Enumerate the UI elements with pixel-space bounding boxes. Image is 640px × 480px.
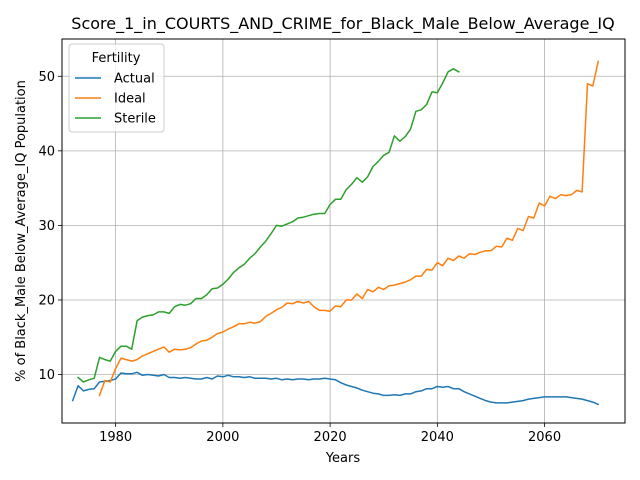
series-line-ideal [98,60,600,397]
legend-title: Fertility [92,51,141,66]
y-tick-label: 30 [38,219,55,234]
y-tick-label: 40 [38,144,55,159]
x-tick-label: 2020 [314,430,347,445]
y-tick-label: 20 [38,293,55,308]
y-axis: 10 20 30 40 50 [38,70,62,383]
x-axis: 1980 2000 2020 2040 2060 [99,423,561,445]
x-tick-label: 2060 [528,430,561,445]
y-tick-label: 50 [38,70,55,85]
x-axis-label: Years [325,451,361,466]
x-tick-label: 1980 [99,430,132,445]
series-line-actual [71,371,600,406]
series-line-sterile [77,68,460,383]
legend-label-sterile: Sterile [114,112,156,127]
grid [62,39,625,423]
legend-label-ideal: Ideal [114,92,146,107]
plot-frame [61,38,626,424]
legend-box [68,43,165,133]
legend-label-actual: Actual [114,72,155,87]
y-axis-label: % of Black_Male Below_Average_IQ Populat… [14,80,29,382]
legend: Fertility Actual Ideal Sterile [68,43,165,133]
x-tick-label: 2000 [206,430,239,445]
y-tick-label: 10 [38,368,55,383]
x-tick-label: 2040 [421,430,454,445]
series-layer [71,60,600,406]
chart-title: Score_1_in_COURTS_AND_CRIME_for_Black_Ma… [71,14,614,34]
